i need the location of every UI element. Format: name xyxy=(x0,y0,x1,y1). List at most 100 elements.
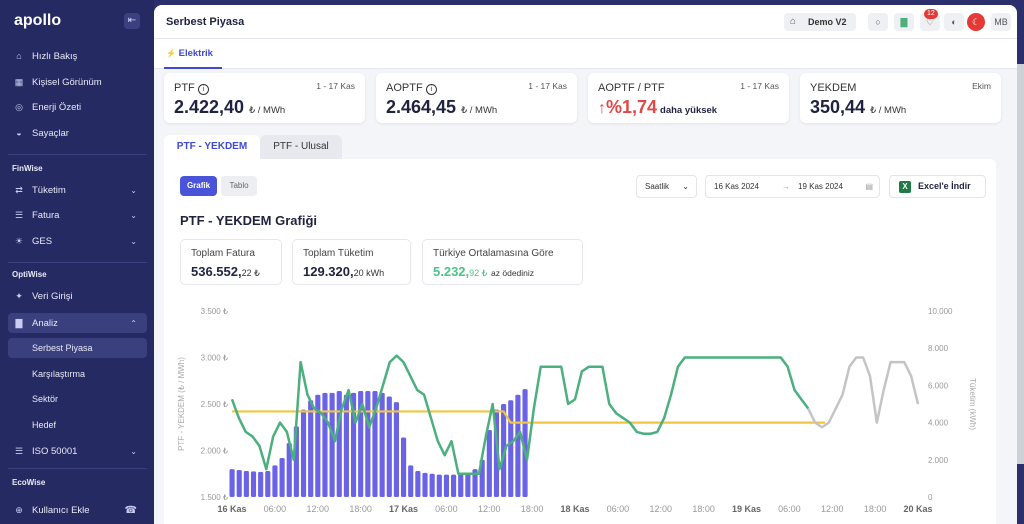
bolt-icon: ⚡ xyxy=(166,49,176,58)
sidebar-item-1[interactable]: ▦ Kişisel Görünüm xyxy=(8,72,147,92)
stat-value: 129.320, xyxy=(303,264,354,279)
apollo-logo[interactable]: apollo xyxy=(14,12,61,30)
y-left-tick-label: 2.500 ₺ xyxy=(201,400,228,409)
card-label: PTF xyxy=(174,82,195,94)
card-range: Ekim xyxy=(972,81,991,91)
stat-decimal: 92 ₺ xyxy=(469,268,488,278)
y-left-tick-label: 3.000 ₺ xyxy=(201,354,228,363)
collapse-sidebar-button[interactable]: ⇤ xyxy=(124,13,140,29)
table-toggle-button[interactable]: Tablo xyxy=(221,176,257,196)
sidebar-item-label: Sayaçlar xyxy=(32,127,69,139)
scrollbar[interactable] xyxy=(1017,64,1024,464)
turkish-flag-icon[interactable]: ☾ xyxy=(967,13,985,31)
home-icon: ⌂ xyxy=(16,51,22,61)
aoptf-card: AOPTF i 1 - 17 Kas 2.464,45 ₺ / MWh xyxy=(376,73,577,123)
demo-selector[interactable]: ⌂ Demo V2 xyxy=(784,13,856,31)
date-range-picker[interactable]: 16 Kas 2024 → 19 Kas 2024 ▤ xyxy=(705,175,880,198)
sidebar-item-finwise-1[interactable]: ☰ Fatura ⌄ xyxy=(8,205,147,225)
toggle-icon[interactable]: ◐ xyxy=(944,13,964,31)
data-entry-icon: ✦ xyxy=(15,291,23,301)
sidebar-item-add-user[interactable]: ⊕ Kullanıcı Ekle ☎ xyxy=(8,500,147,520)
sidebar-item-label: GES xyxy=(32,235,53,247)
sidebar-subitem-1[interactable]: Karşılaştırma xyxy=(32,369,86,379)
sidebar-item-finwise-0[interactable]: ⇄ Tüketim ⌄ xyxy=(8,180,147,200)
y-left-tick-label: 3.500 ₺ xyxy=(201,307,228,316)
sidebar-item-veri-girisi[interactable]: ✦ Veri Girişi xyxy=(8,286,147,306)
x-tick-label: 18:00 xyxy=(864,504,887,514)
sidebar-subitem-0[interactable]: Serbest Piyasa xyxy=(8,338,147,358)
card-value: 350,44 xyxy=(810,97,866,117)
section-optiwise: OptiWise xyxy=(12,270,47,279)
card-value: %1,74 xyxy=(606,97,658,117)
y-left-tick-label: 1.500 ₺ xyxy=(201,493,228,502)
consumption-bar xyxy=(443,474,450,497)
card-range: 1 - 17 Kas xyxy=(528,81,567,91)
avatar[interactable]: MB xyxy=(991,13,1011,31)
consumption-bar xyxy=(322,392,328,497)
x-tick-label: 18:00 xyxy=(521,504,544,514)
sidebar-item-2[interactable]: ◎ Enerji Özeti xyxy=(8,97,147,117)
consumption-bar xyxy=(508,400,514,497)
energy-tabs: ⚡ Elektrik xyxy=(154,39,1017,69)
sidebar-subitem-3[interactable]: Hedef xyxy=(32,420,57,430)
section-ecowise: EcoWise xyxy=(12,478,46,487)
consumption-bar xyxy=(465,472,471,497)
tab-ptf-yekdem[interactable]: PTF - YEKDEM xyxy=(164,135,260,159)
card-label: YEKDEM xyxy=(810,82,857,94)
sidebar-item-3[interactable]: ◒ Sayaçlar xyxy=(8,123,147,143)
consumption-bar xyxy=(329,392,335,497)
globe-icon: ◎ xyxy=(15,102,23,112)
chart-panel: Grafik Tablo Saatlik ⌄ 16 Kas 2024 → 19 … xyxy=(164,159,996,524)
store-icon: ⌂ xyxy=(790,16,797,27)
arrow-right-icon: → xyxy=(782,182,790,191)
export-label: Excel'e İndir xyxy=(918,181,971,191)
y-right-tick-label: 6.000 xyxy=(928,381,949,390)
y-right-tick-label: 4.000 xyxy=(928,419,949,428)
stat-total-invoice: Toplam Fatura 536.552,22 ₺ xyxy=(180,239,282,285)
chevron-down-icon: ⌄ xyxy=(130,185,137,195)
headset-icon[interactable]: ☎ xyxy=(124,504,137,516)
card-range: 1 - 17 Kas xyxy=(316,81,355,91)
signal-icon[interactable]: ▇ xyxy=(894,13,914,31)
tab-underline xyxy=(164,67,222,69)
sidebar-item-iso[interactable]: ☰ ISO 50001 ⌄ xyxy=(8,441,147,461)
consumption-bar xyxy=(286,443,292,497)
stat-label: Toplam Fatura xyxy=(191,248,255,259)
tab-elektrik[interactable]: ⚡ Elektrik xyxy=(166,48,213,59)
divider xyxy=(8,262,147,263)
excel-export-button[interactable]: X Excel'e İndir xyxy=(889,175,986,198)
period-value: Saatlik xyxy=(645,182,670,191)
sidebar-subitem-2[interactable]: Sektör xyxy=(32,394,59,404)
page-title: Serbest Piyasa xyxy=(166,16,245,28)
sidebar-item-label: Analiz xyxy=(32,317,58,329)
stat-label: Toplam Tüketim xyxy=(303,248,374,259)
sidebar-item-label: Hızlı Bakış xyxy=(32,50,78,62)
sidebar-item-label: Kişisel Görünüm xyxy=(32,76,102,88)
consumption-bar xyxy=(379,392,385,497)
info-icon[interactable]: i xyxy=(197,84,209,95)
info-icon[interactable]: i xyxy=(425,84,437,95)
sidebar-item-label: Tüketim xyxy=(32,184,66,196)
graph-toggle-button[interactable]: Grafik xyxy=(180,176,217,196)
sidebar-item-finwise-2[interactable]: ☀ GES ⌄ xyxy=(8,231,147,251)
period-select[interactable]: Saatlik ⌄ xyxy=(636,175,697,198)
iso-icon: ☰ xyxy=(14,446,24,456)
consumption-bar xyxy=(343,394,349,497)
x-tick-label: 18:00 xyxy=(692,504,715,514)
sidebar-item-label: Fatura xyxy=(32,209,60,221)
card-unit: ₺ / MWh xyxy=(870,105,907,116)
sidebar-item-label: Kullanıcı Ekle xyxy=(32,504,90,516)
y-left-axis-label: PTF - YEKDEM (₺ / MWh) xyxy=(177,357,186,451)
sidebar-item-0[interactable]: ⌂ Hızlı Bakış xyxy=(8,46,147,66)
chat-icon[interactable]: ○ xyxy=(868,13,888,31)
consumption-bar xyxy=(279,457,285,497)
x-tick-label: 06:00 xyxy=(607,504,630,514)
card-unit: ₺ / MWh xyxy=(461,105,498,116)
tab-ptf-ulusal[interactable]: PTF - Ulusal xyxy=(260,135,342,159)
date-end: 19 Kas 2024 xyxy=(798,182,843,191)
sidebar-item-analiz[interactable]: ▇ Analiz ⌃ xyxy=(8,313,147,333)
consumption-bar xyxy=(308,400,314,497)
chart-title: PTF - YEKDEM Grafiği xyxy=(180,213,317,228)
chevron-up-icon: ⌃ xyxy=(130,318,137,328)
ptf-line xyxy=(230,354,810,475)
